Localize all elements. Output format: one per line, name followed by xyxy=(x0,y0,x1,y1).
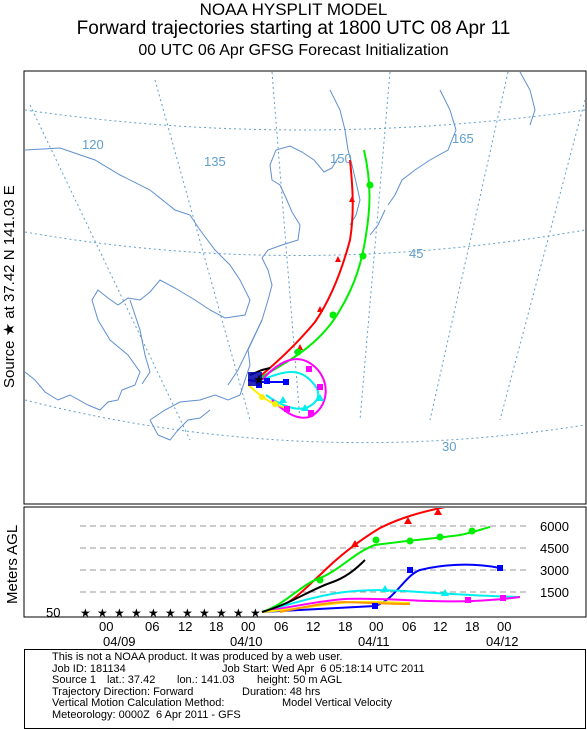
footer-job-start: Job Start: Wed Apr 6 05:18:14 UTC 2011 xyxy=(222,662,425,675)
map-panel: 120 135 150 165 45 30 xyxy=(23,70,587,505)
chart-title-line3: 00 UTC 06 Apr GFSG Forecast Initializati… xyxy=(138,42,449,59)
time-tick: 06 xyxy=(145,619,159,634)
height-tick-1500: 1500 xyxy=(540,585,569,600)
lon-label-165: 165 xyxy=(452,131,474,146)
height-trajectories xyxy=(261,508,521,613)
date-label: 04/09 xyxy=(103,634,136,649)
time-tick: 00 xyxy=(241,619,255,634)
height-trajectory-red xyxy=(261,508,446,613)
time-tick: 18 xyxy=(209,619,223,634)
date-label: 04/12 xyxy=(486,634,519,649)
height-trajectory-orange xyxy=(279,600,411,613)
chart-title-line2: Forward trajectories starting at 1800 UT… xyxy=(76,18,511,39)
height-trajectory-magenta xyxy=(261,596,521,613)
time-tick: 06 xyxy=(274,619,288,634)
time-tick: 06 xyxy=(402,619,416,634)
svg-text:★: ★ xyxy=(80,606,91,620)
svg-text:★: ★ xyxy=(148,606,159,620)
time-tick: 00 xyxy=(369,619,383,634)
footer-vertical-method-label: Vertical Motion Calculation Method: xyxy=(52,697,225,710)
footer-duration: Duration: 48 hrs xyxy=(242,685,321,698)
map-trajectory-magenta xyxy=(261,358,327,419)
map-markers: ★ xyxy=(248,181,374,416)
footer-disclaimer: This is not a NOAA product. It was produ… xyxy=(52,651,343,663)
footer-source: Source 1 xyxy=(52,674,97,687)
time-tick: 12 xyxy=(306,619,320,634)
footer-job-id: Job ID: 181134 xyxy=(52,662,126,675)
svg-text:★: ★ xyxy=(165,606,176,620)
time-tick: 12 xyxy=(178,619,192,634)
date-label: 04/10 xyxy=(230,634,263,649)
lat-label-45: 45 xyxy=(409,246,423,261)
svg-text:★: ★ xyxy=(131,606,142,620)
time-tick: 00 xyxy=(497,619,511,634)
chart-title-line1: NOAA HYSPLIT MODEL xyxy=(199,0,388,19)
height-tick-4500: 4500 xyxy=(540,541,569,556)
time-axis: 00 06 12 18 00 06 12 18 00 06 12 18 00 0… xyxy=(99,619,519,649)
metadata-footer: This is not a NOAA product. It was produ… xyxy=(24,649,586,729)
svg-text:★: ★ xyxy=(182,606,193,620)
lon-label-120: 120 xyxy=(82,137,104,152)
footer-meteorology: Meteorology: 0000Z 6 Apr 2011 - GFS xyxy=(52,708,241,721)
height-trajectory-green xyxy=(261,526,491,613)
svg-text:★: ★ xyxy=(199,606,210,620)
lat-label-30: 30 xyxy=(442,439,456,454)
height-trajectory-black xyxy=(261,559,366,613)
lon-label-135: 135 xyxy=(204,154,226,169)
svg-text:★: ★ xyxy=(233,606,244,620)
coastlines xyxy=(25,72,536,441)
footer-direction: Trajectory Direction: Forward xyxy=(52,685,194,698)
lon-label-150: 150 xyxy=(330,151,352,166)
height-axis-label: Meters AGL xyxy=(4,525,21,604)
svg-text:★: ★ xyxy=(216,606,227,620)
svg-text:★: ★ xyxy=(250,606,261,620)
map-graticule xyxy=(25,72,585,444)
height-tick-labels: 6000 4500 3000 1500 xyxy=(540,519,569,600)
map-grid-labels: 120 135 150 165 45 30 xyxy=(82,131,474,454)
time-tick: 12 xyxy=(433,619,447,634)
height-tick-6000: 6000 xyxy=(540,519,569,534)
date-label: 04/11 xyxy=(358,634,390,649)
height-gridlines xyxy=(80,525,530,593)
time-tick: 18 xyxy=(465,619,479,634)
svg-text:★: ★ xyxy=(114,606,125,620)
map-trajectory-yellow xyxy=(247,384,289,409)
vertical-panel: Meters AGL 6000 4500 3000 1500 50 xyxy=(4,506,587,649)
svg-text:★: ★ xyxy=(97,606,108,620)
bottom-height-label: 50 xyxy=(46,605,60,620)
time-tick: 18 xyxy=(338,619,352,634)
source-star-icon: ★ xyxy=(253,372,265,387)
time-tick: 00 xyxy=(99,619,113,634)
source-star-row: ★ ★ ★ ★ ★ ★ ★ ★ ★ ★ ★ xyxy=(80,606,261,620)
source-location-label: Source ★ at 37.42 N 141.03 E xyxy=(1,185,18,388)
footer-height: height: 50 m AGL xyxy=(257,674,342,687)
footer-lat: lat.: 37.42 xyxy=(107,674,156,687)
footer-lon: lon.: 141.03 xyxy=(177,674,235,687)
height-tick-3000: 3000 xyxy=(540,563,569,578)
footer-vertical-method: Model Vertical Velocity xyxy=(282,697,393,710)
